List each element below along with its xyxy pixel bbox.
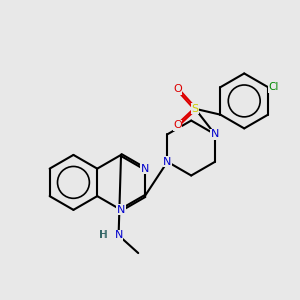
Text: Cl: Cl bbox=[268, 82, 278, 92]
Text: N: N bbox=[114, 230, 123, 240]
Text: H: H bbox=[98, 230, 106, 240]
Text: O: O bbox=[173, 121, 182, 130]
Text: S: S bbox=[192, 104, 199, 114]
Text: N: N bbox=[163, 157, 172, 167]
Text: N: N bbox=[117, 205, 125, 215]
Text: N: N bbox=[141, 164, 149, 174]
Text: N: N bbox=[211, 129, 219, 139]
Text: O: O bbox=[173, 84, 182, 94]
Text: H: H bbox=[100, 230, 108, 240]
